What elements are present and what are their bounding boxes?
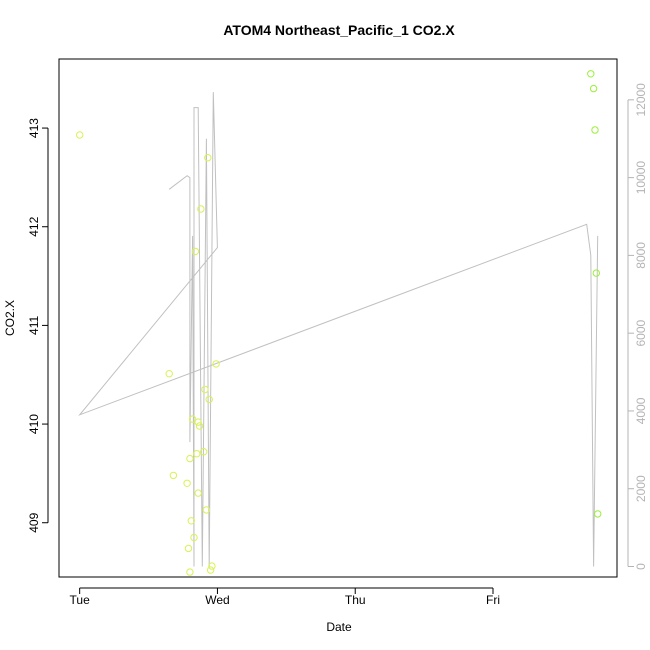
y2-tick-label: 10000 [634, 161, 648, 195]
y-tick-label: 412 [27, 216, 41, 236]
data-point-0 [76, 131, 84, 139]
data-point-26 [591, 126, 599, 134]
data-point-15 [197, 205, 205, 213]
data-point-5 [186, 454, 194, 463]
y-tick-label: 409 [27, 512, 41, 532]
x-axis-label: Date [326, 620, 352, 634]
data-point-1 [165, 370, 173, 378]
data-point-28 [594, 510, 602, 518]
point-series [76, 70, 602, 576]
data-point-11 [193, 450, 201, 458]
y-axis-label: CO2.X [3, 300, 17, 336]
data-point-6 [186, 568, 194, 576]
data-point-24 [587, 70, 595, 78]
y2-tick-label: 0 [634, 563, 648, 570]
data-point-12 [194, 489, 202, 497]
data-point-3 [183, 479, 191, 487]
y-tick-label: 410 [27, 414, 41, 434]
y2-tick-label: 12000 [634, 83, 648, 117]
x-tick-label: Fri [486, 593, 500, 607]
data-point-21 [206, 566, 215, 574]
data-point-25 [589, 84, 598, 93]
y2-tick-label: 2000 [634, 475, 648, 502]
y2-tick-label: 6000 [634, 319, 648, 346]
data-point-20 [205, 395, 213, 404]
data-point-23 [212, 360, 220, 368]
chart-title: ATOM4 Northeast_Pacific_1 CO2.X [223, 22, 455, 38]
data-point-14 [195, 422, 204, 430]
plot-frame [58, 58, 618, 578]
series-line-0 [78, 92, 599, 567]
data-point-10 [191, 247, 200, 256]
data-point-17 [201, 385, 209, 394]
line-series [78, 92, 599, 567]
data-point-8 [188, 415, 197, 423]
y2-tick-label: 4000 [634, 397, 648, 424]
data-point-13 [194, 418, 202, 426]
data-point-18 [202, 506, 211, 514]
x-tick-label: Tue [70, 593, 91, 607]
data-point-16 [200, 448, 208, 456]
x-axis: Tue Wed Thu Fri [70, 587, 500, 607]
y2-tick-label: 8000 [634, 242, 648, 269]
data-point-7 [187, 517, 196, 525]
data-point-22 [208, 562, 216, 570]
x-tick-label: Wed [205, 593, 229, 607]
y-axis-right: 0 2000 4000 6000 8000 10000 12000 [627, 83, 648, 570]
data-point-9 [190, 533, 198, 542]
data-point-2 [169, 471, 178, 480]
data-point-4 [184, 544, 193, 553]
y-tick-label: 411 [27, 316, 41, 335]
y-tick-label: 413 [27, 118, 41, 138]
data-point-27 [592, 269, 600, 277]
y-axis-left: 409 410 411 412 413 [27, 118, 49, 533]
x-tick-label: Thu [345, 593, 366, 607]
data-point-19 [204, 154, 212, 162]
